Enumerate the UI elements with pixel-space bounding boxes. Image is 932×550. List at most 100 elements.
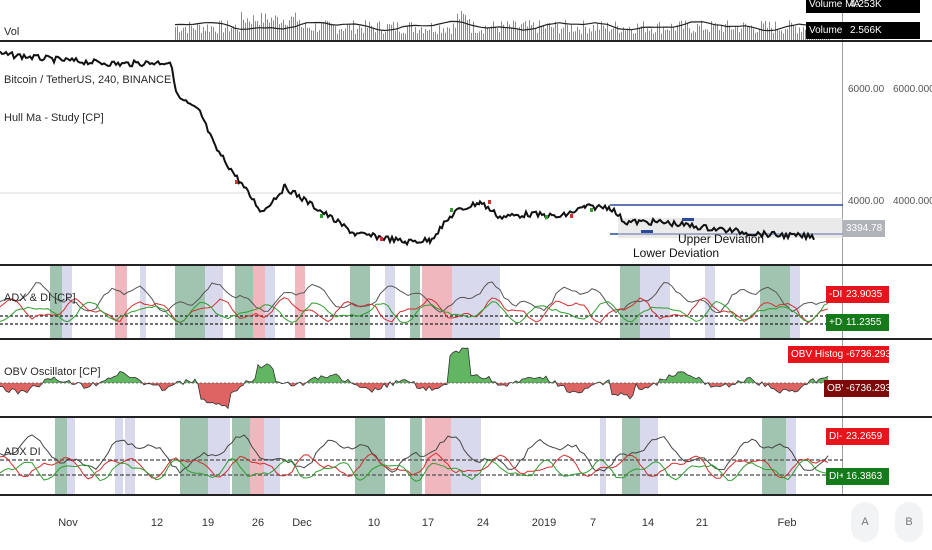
volume-bar xyxy=(585,26,586,40)
volume-bar xyxy=(297,21,298,40)
obv-histogram-bar xyxy=(576,383,579,393)
obv-histogram-bar xyxy=(648,383,651,388)
pane-separator[interactable] xyxy=(0,494,932,496)
volume-bar xyxy=(469,18,470,40)
minus-di-badge: -DI xyxy=(826,286,846,303)
hull-green-tick xyxy=(590,208,593,212)
volume-bar xyxy=(239,31,240,40)
volume-bar xyxy=(507,21,508,40)
volume-bar xyxy=(713,25,714,40)
obv-histogram-bar xyxy=(117,371,120,383)
price-line xyxy=(0,50,815,247)
obv-histogram-bar xyxy=(165,383,168,391)
volume-bar xyxy=(331,23,332,40)
adx-di-label: ADX & DI [CP] xyxy=(4,292,76,304)
obv-histogram-bar xyxy=(432,383,435,391)
volume-bar xyxy=(625,30,626,40)
pane-separator[interactable] xyxy=(0,338,932,340)
volume-bar xyxy=(179,32,180,40)
plus-di-label: +DI xyxy=(829,317,845,328)
auto-scale-button[interactable]: A xyxy=(851,502,879,542)
obv-histogram-bar xyxy=(561,383,564,386)
volume-label: Volume xyxy=(809,25,843,36)
volume-bar xyxy=(491,26,492,40)
volume-value: 2.566K xyxy=(850,25,882,36)
obv-histogram-bar xyxy=(474,374,477,383)
volume-bar xyxy=(751,25,752,40)
obv-histogram-bar xyxy=(267,363,270,383)
volume-bar xyxy=(259,24,260,40)
obv-histogram-bar xyxy=(711,383,714,388)
obv-histogram-bar xyxy=(9,383,12,393)
volume-bar xyxy=(449,28,450,40)
volume-bar xyxy=(675,30,676,40)
volume-bar xyxy=(425,29,426,40)
volume-bar xyxy=(371,25,372,40)
volume-plot-border xyxy=(0,0,843,40)
volume-bar xyxy=(773,32,774,40)
volume-bar xyxy=(357,28,358,40)
auto-scale-icon: A xyxy=(861,516,869,528)
obv-histogram-bar xyxy=(783,383,786,390)
obv-histogram-bar xyxy=(612,383,615,395)
pane-separator[interactable] xyxy=(0,416,932,418)
obv-histogram-bar xyxy=(123,372,126,383)
volume-bar xyxy=(343,30,344,40)
obv-histogram-bar xyxy=(645,383,648,388)
volume-bar xyxy=(205,30,206,40)
adx-di-pane[interactable]: ADX & DI [CP] -DI 23.9035 +DI 11.2355 xyxy=(0,266,932,338)
adx-chart xyxy=(0,418,843,494)
volume-bar xyxy=(249,21,250,40)
adx-pane[interactable]: ADX DI DI- 23.2659 DI+ 16.3863 xyxy=(0,418,932,494)
volume-bar xyxy=(781,30,782,40)
volume-bar xyxy=(229,31,230,40)
volume-bar xyxy=(333,25,334,40)
obv-histogram-bar xyxy=(321,375,324,383)
hull-red-tick xyxy=(488,200,491,204)
volume-bar xyxy=(775,21,776,40)
volume-bar xyxy=(543,24,544,40)
signal-shade xyxy=(55,418,67,494)
volume-bar xyxy=(531,25,532,40)
obv-histogram-bar xyxy=(588,383,591,389)
volume-bar xyxy=(289,20,290,40)
volume-bar xyxy=(587,33,588,40)
volume-bar xyxy=(423,33,424,40)
signal-shade xyxy=(422,266,452,338)
obv-histogram-bar xyxy=(15,383,18,394)
volume-bar xyxy=(499,32,500,40)
hull-red-tick xyxy=(380,237,383,241)
obv-plot-border xyxy=(0,340,843,416)
volume-bar xyxy=(365,20,366,40)
volume-bar xyxy=(427,30,428,40)
volume-bar xyxy=(389,24,390,40)
obv-pane[interactable]: OBV Oscillator [CP] OBV Histogram -6736.… xyxy=(0,340,932,416)
volume-bar xyxy=(347,24,348,40)
volume-bar xyxy=(731,29,732,40)
obv-histogram-bar xyxy=(309,378,312,383)
volume-bar xyxy=(529,20,530,40)
volume-bar xyxy=(721,25,722,40)
volume-bar xyxy=(345,28,346,40)
obv-histogram-bar xyxy=(426,383,429,391)
obv-histogram-bar xyxy=(45,378,48,383)
price-pane[interactable]: Bitcoin / TetherUS, 240, BINANCE Hull Ma… xyxy=(0,42,932,264)
pane-separator[interactable] xyxy=(0,264,932,266)
volume-bar xyxy=(285,24,286,40)
signal-shade xyxy=(451,418,475,494)
obv-histogram-bar xyxy=(684,372,687,383)
obv-histogram-bar xyxy=(27,383,30,393)
obv-histogram-bar xyxy=(672,375,675,383)
volume-bar xyxy=(655,32,656,40)
pane-separator[interactable] xyxy=(0,40,932,42)
obv-histogram-bar xyxy=(618,383,621,396)
bar-mode-button[interactable]: B xyxy=(895,502,923,542)
obv-histogram-bar xyxy=(777,383,780,394)
volume-bar xyxy=(413,31,414,40)
volume-pane[interactable]: Vol Volume MA 4.253K Volume 2.566K xyxy=(0,0,932,41)
volume-bar xyxy=(397,22,398,40)
obv-histogram-bar xyxy=(231,383,234,394)
volume-bar xyxy=(287,25,288,40)
obv-histogram-bar xyxy=(423,383,426,391)
volume-bar xyxy=(599,29,600,40)
